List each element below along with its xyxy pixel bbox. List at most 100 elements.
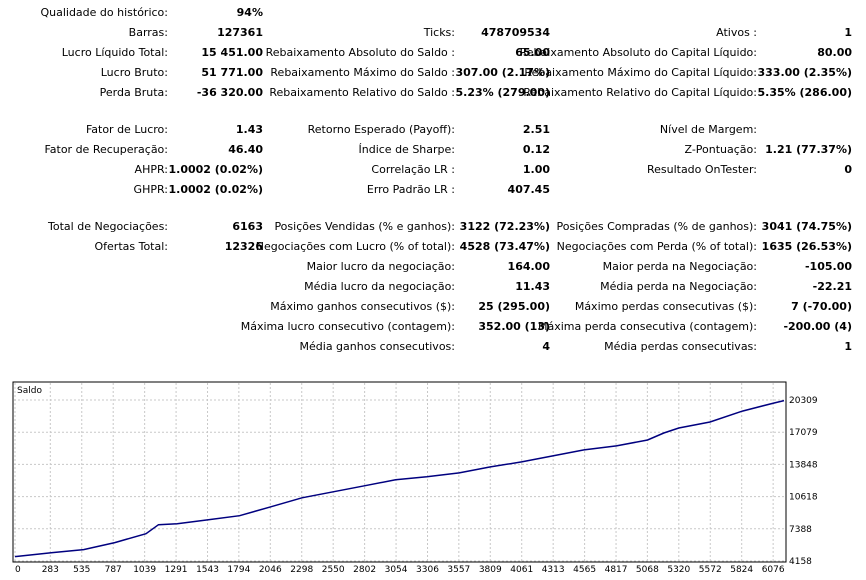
stat-8-value: 5.23% (279.00): [455, 86, 551, 99]
chart-title: Saldo: [17, 386, 42, 396]
x-tick-label: 0: [15, 565, 21, 575]
x-tick-label: 1794: [227, 565, 250, 575]
x-tick-label: 787: [105, 565, 122, 575]
stat-3-label: Lucro Bruto:: [100, 66, 168, 79]
stat-7-value: 307.00 (2.17%): [455, 66, 551, 79]
stat-15-value: 1.0002 (0.02%): [168, 163, 264, 176]
chart-plot-area: [12, 381, 787, 563]
x-tick-label: 1543: [196, 565, 219, 575]
stat-2-value: 15 451.00: [201, 46, 263, 59]
stat-18-label: Índice de Sharpe:: [358, 143, 456, 156]
stat-27-value: 4528 (73.47%): [459, 240, 550, 253]
stat-15-label: AHPR:: [134, 163, 168, 176]
x-tick-label: 2046: [259, 565, 282, 575]
stat-34-label: Negociações com Perda (% of total):: [556, 240, 757, 253]
stat-33-label: Posições Compradas (% de ganhos):: [556, 220, 757, 233]
stat-25-label: Ofertas Total:: [94, 240, 169, 253]
stat-11-label: Rebaixamento Máximo do Capital Líquido:: [524, 66, 757, 79]
stat-24-label: Total de Negociações:: [48, 220, 168, 233]
x-tick-label: 2802: [353, 565, 376, 575]
balance-chart: 0 283 535 787 1039 1291 1543 1794 2046 2298 2550 28…: [12, 381, 818, 575]
stat-14-label: Fator de Recuperação:: [44, 143, 168, 156]
stat-28-label: Maior lucro da negociação:: [306, 260, 455, 273]
stat-3-value: 51 771.00: [201, 66, 263, 79]
stat-7-label: Rebaixamento Máximo do Saldo :: [270, 66, 455, 79]
x-tick-label: 2550: [322, 565, 345, 575]
chart-y-ticks: 4158 7388 10618 13848 17079 20309: [789, 396, 818, 567]
stat-0-value: 94%: [236, 6, 263, 19]
stat-12-label: Rebaixamento Relativo do Capital Líquido…: [523, 86, 757, 99]
stat-29-label: Média lucro da negociação:: [304, 280, 455, 293]
stat-37-value: 7 (-70.00): [791, 300, 852, 313]
stat-38-label: Máxima perda consecutiva (contagem):: [538, 320, 757, 333]
stat-27-label: Negociações com Lucro (% of total):: [255, 240, 455, 253]
x-tick-label: 3557: [447, 565, 470, 575]
stat-33-value: 3041 (74.75%): [761, 220, 852, 233]
stat-25-value: 12326: [224, 240, 263, 253]
stat-17-value: 2.51: [522, 123, 550, 136]
stat-6-value: 65.00: [515, 46, 550, 59]
stat-39-label: Média perdas consecutivas:: [604, 340, 757, 353]
stat-26-value: 3122 (72.23%): [459, 220, 550, 233]
stat-23-value: 0: [844, 163, 852, 176]
balance-series-line: [14, 399, 785, 558]
stat-20-label: Erro Padrão LR :: [366, 183, 455, 196]
y-tick-label: 10618: [789, 493, 818, 503]
stat-30-label: Máximo ganhos consecutivos ($):: [270, 300, 455, 313]
x-tick-label: 1039: [133, 565, 156, 575]
stat-18-value: 0.12: [522, 143, 550, 156]
stat-12-value: 5.35% (286.00): [757, 86, 853, 99]
x-tick-label: 4565: [573, 565, 596, 575]
x-tick-label: 5320: [667, 565, 690, 575]
stat-19-value: 1.00: [522, 163, 550, 176]
stat-5-label: Ticks:: [423, 26, 455, 39]
y-tick-label: 7388: [789, 525, 812, 535]
x-tick-label: 4817: [605, 565, 628, 575]
stat-9-value: 1: [844, 26, 852, 39]
y-tick-label: 17079: [789, 428, 818, 438]
stat-1-label: Barras:: [128, 26, 168, 39]
stat-16-label: GHPR:: [133, 183, 168, 196]
x-tick-label: 2298: [290, 565, 313, 575]
x-tick-label: 283: [42, 565, 59, 575]
y-tick-label: 20309: [789, 396, 818, 406]
stat-35-value: -105.00: [804, 260, 852, 273]
stat-4-value: -36 320.00: [196, 86, 263, 99]
stat-35-label: Maior perda na Negociação:: [602, 260, 757, 273]
x-tick-label: 4313: [542, 565, 565, 575]
stat-22-value: 1.21 (77.37%): [765, 143, 852, 156]
x-tick-label: 4061: [510, 565, 533, 575]
stat-11-value: 333.00 (2.35%): [757, 66, 853, 79]
stat-32-value: 4: [542, 340, 550, 353]
stat-26-label: Posições Vendidas (% e ganhos):: [274, 220, 455, 233]
stat-29-value: 11.43: [515, 280, 550, 293]
stat-2-label: Lucro Líquido Total:: [61, 46, 168, 59]
stat-1-value: 127361: [217, 26, 263, 39]
stat-0-label: Qualidade do histórico:: [40, 6, 168, 19]
stat-38-value: -200.00 (4): [783, 320, 852, 333]
stat-16-value: 1.0002 (0.02%): [168, 183, 264, 196]
stat-5-value: 478709534: [481, 26, 550, 39]
stat-10-value: 80.00: [817, 46, 852, 59]
stat-13-label: Fator de Lucro:: [85, 123, 168, 136]
x-tick-label: 1291: [165, 565, 188, 575]
stat-10-label: Rebaixamento Absoluto do Capital Líquido…: [519, 46, 757, 59]
x-tick-label: 5572: [699, 565, 722, 575]
x-tick-label: 5068: [636, 565, 659, 575]
stat-39-value: 1: [844, 340, 852, 353]
stat-37-label: Máximo perdas consecutivas ($):: [574, 300, 757, 313]
stat-21-label: Nível de Margem:: [659, 123, 757, 136]
stat-34-value: 1635 (26.53%): [761, 240, 852, 253]
x-tick-label: 535: [73, 565, 90, 575]
y-tick-label: 4158: [789, 557, 812, 567]
x-tick-label: 3306: [416, 565, 439, 575]
stat-36-label: Média perda na Negociação:: [600, 280, 757, 293]
stat-22-label: Z-Pontuação:: [684, 143, 757, 156]
stat-28-value: 164.00: [507, 260, 550, 273]
stat-31-label: Máxima lucro consecutivo (contagem):: [240, 320, 455, 333]
chart-x-ticks: 0 283 535 787 1039 1291 1543 1794 2046 2298 2550 28…: [15, 565, 785, 575]
stat-30-value: 25 (295.00): [478, 300, 550, 313]
stat-9-label: Ativos :: [716, 26, 757, 39]
x-tick-label: 3054: [385, 565, 408, 575]
stat-36-value: -22.21: [812, 280, 852, 293]
